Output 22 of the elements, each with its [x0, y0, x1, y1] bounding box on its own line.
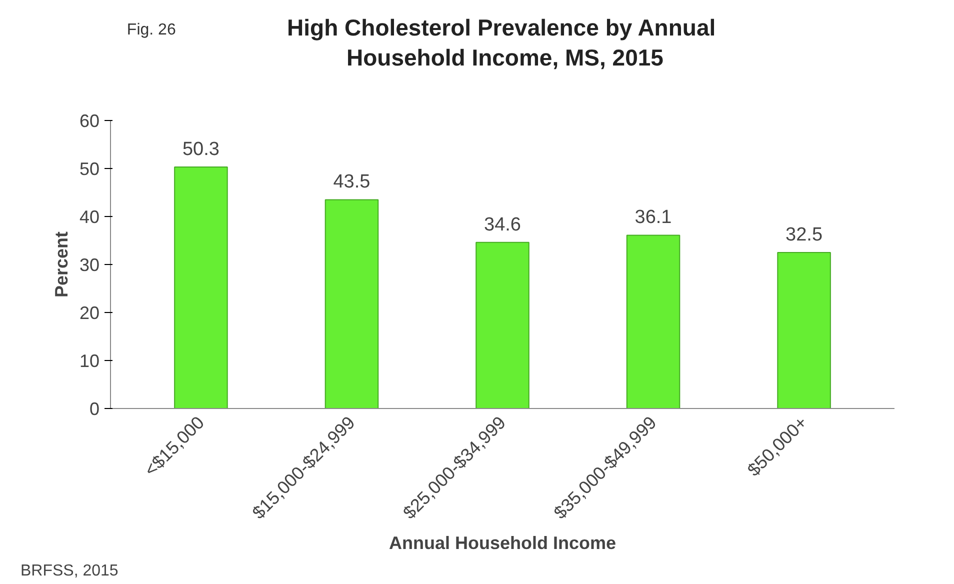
data-label: 43.5: [333, 172, 370, 193]
data-label: 50.3: [182, 139, 220, 160]
y-tick-label: 60: [79, 111, 100, 131]
bar: [777, 252, 831, 408]
y-tick-label: 20: [79, 303, 100, 323]
data-label: 36.1: [634, 207, 672, 228]
y-axis-title: Percent: [51, 231, 72, 298]
chart-title: High Cholesterol Prevalence by Annual Household Income, MS, 2015: [287, 14, 716, 70]
bar: [476, 242, 530, 408]
y-tick-label: 50: [79, 159, 100, 179]
bar: [626, 234, 680, 408]
y-tick-label: 0: [89, 399, 100, 419]
y-tick-label: 10: [79, 351, 100, 371]
caption: Fig. 26: [126, 22, 176, 38]
y-tick-label: 30: [79, 255, 100, 275]
x-axis-title: Annual Household Income: [388, 532, 616, 553]
data-label: 34.6: [484, 214, 521, 236]
text: BRFSS, 2015: [20, 562, 118, 580]
data-label: 32.5: [786, 224, 823, 246]
bar: [324, 199, 379, 408]
bar: [174, 166, 228, 408]
y-tick-label: 40: [79, 207, 100, 227]
